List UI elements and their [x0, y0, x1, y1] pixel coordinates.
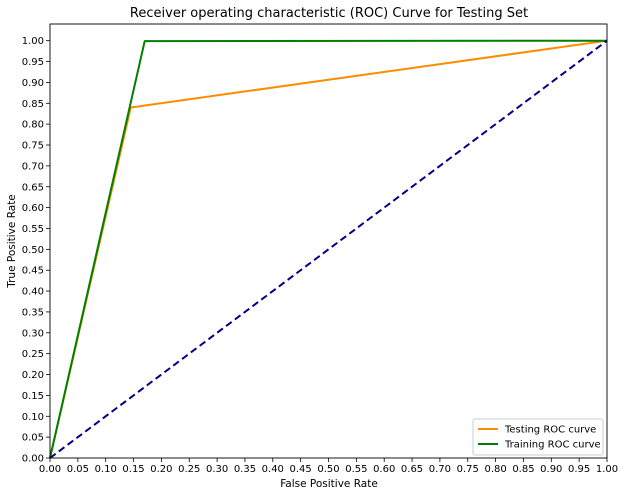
x-tick-label: 0.10 — [95, 464, 117, 475]
y-tick-label: 0.70 — [22, 161, 44, 172]
y-tick-label: 0.00 — [22, 454, 44, 465]
x-tick-label: 0.90 — [540, 464, 562, 475]
x-tick-label: 0.35 — [234, 464, 256, 475]
y-tick-label: 0.95 — [22, 57, 44, 68]
x-tick-label: 0.70 — [429, 464, 451, 475]
x-tick-label: 0.05 — [67, 464, 89, 475]
y-tick-label: 0.15 — [22, 391, 44, 402]
y-tick-label: 0.55 — [22, 224, 44, 235]
x-tick-label: 0.75 — [457, 464, 479, 475]
y-tick-label: 0.30 — [22, 328, 44, 339]
x-tick-label: 0.95 — [568, 464, 590, 475]
legend-box — [472, 418, 604, 456]
y-tick-label: 0.75 — [22, 141, 44, 152]
x-tick-label: 0.25 — [178, 464, 200, 475]
x-tick-label: 0.60 — [373, 464, 395, 475]
y-tick-label: 0.60 — [22, 203, 44, 214]
y-tick-label: 0.20 — [22, 370, 44, 381]
x-tick-label: 0.45 — [290, 464, 312, 475]
y-tick-label: 0.05 — [22, 433, 44, 444]
y-tick-label: 0.80 — [22, 120, 44, 131]
y-axis-label: True Positive Rate — [6, 194, 18, 289]
y-tick-label: 0.40 — [22, 287, 44, 298]
series-line-1 — [49, 39, 608, 459]
x-tick-label: 0.65 — [401, 464, 423, 475]
series-line-2 — [49, 39, 608, 459]
x-tick-label: 0.50 — [317, 464, 339, 475]
y-tick-label: 0.50 — [22, 245, 44, 256]
y-tick-label: 0.10 — [22, 412, 44, 423]
y-tick-label: 0.85 — [22, 99, 44, 110]
x-tick-label: 0.55 — [345, 464, 367, 475]
y-tick-label: 0.90 — [22, 78, 44, 89]
y-tick-label: 0.65 — [22, 182, 44, 193]
x-tick-label: 1.00 — [596, 464, 618, 475]
y-tick-label: 0.35 — [22, 307, 44, 318]
x-tick-label: 0.15 — [122, 464, 144, 475]
x-tick-label: 0.85 — [512, 464, 534, 475]
y-tick-label: 0.25 — [22, 349, 44, 360]
legend-label: Testing ROC curve — [504, 425, 596, 436]
x-tick-label: 0.80 — [484, 464, 506, 475]
chart-title: Receiver operating characteristic (ROC) … — [130, 6, 528, 21]
x-tick-label: 0.30 — [206, 464, 228, 475]
y-tick-label: 1.00 — [22, 36, 44, 47]
y-tick-label: 0.45 — [22, 266, 44, 277]
x-tick-label: 0.40 — [262, 464, 284, 475]
x-axis-label: False Positive Rate — [280, 478, 378, 490]
x-tick-label: 0.00 — [39, 464, 61, 475]
legend-label: Training ROC curve — [504, 440, 601, 451]
x-tick-label: 0.20 — [150, 464, 172, 475]
